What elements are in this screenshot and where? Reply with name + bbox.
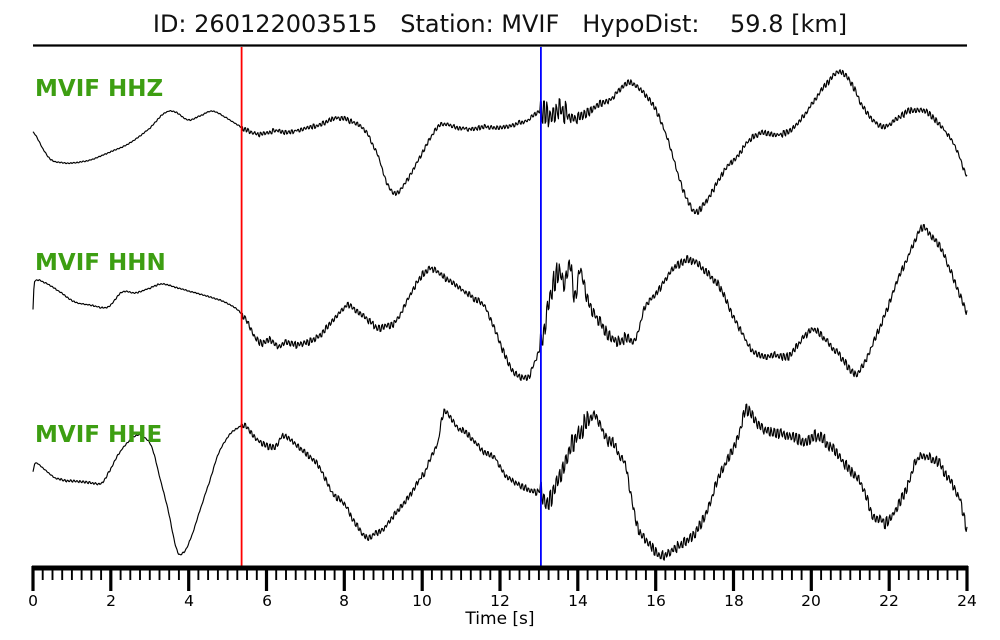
x-tick-label-8: 8 [339,592,349,610]
pick-lines [240,47,542,566]
x-tick-label-10: 10 [412,592,432,610]
x-tick-label-22: 22 [879,592,899,610]
x-tick-label-6: 6 [262,592,272,610]
x-tick-label-12: 12 [490,592,510,610]
trace-mvif-hhe [32,403,968,561]
x-tick-label-24: 24 [957,592,977,610]
plot-title: ID: 260122003515 Station: MVIF HypoDist:… [152,10,848,38]
waveform-traces [32,69,968,561]
x-tick-label-14: 14 [568,592,588,610]
trace-mvif-hhn [32,224,968,381]
x-tick-label-18: 18 [724,592,744,610]
x-tick-label-16: 16 [646,592,666,610]
trace-label-mvif-hhz: MVIF HHZ [35,76,164,102]
time-axis-ruler [31,565,969,591]
trace-label-mvif-hhe: MVIF HHE [35,422,163,448]
x-tick-label-2: 2 [106,592,116,610]
trace-mvif-hhz [32,69,968,215]
trace-label-mvif-hhn: MVIF HHN [35,250,166,276]
x-tick-label-0: 0 [28,592,38,610]
x-axis-label: Time [s] [465,609,535,629]
x-tick-label-4: 4 [184,592,194,610]
x-tick-label-20: 20 [801,592,821,610]
